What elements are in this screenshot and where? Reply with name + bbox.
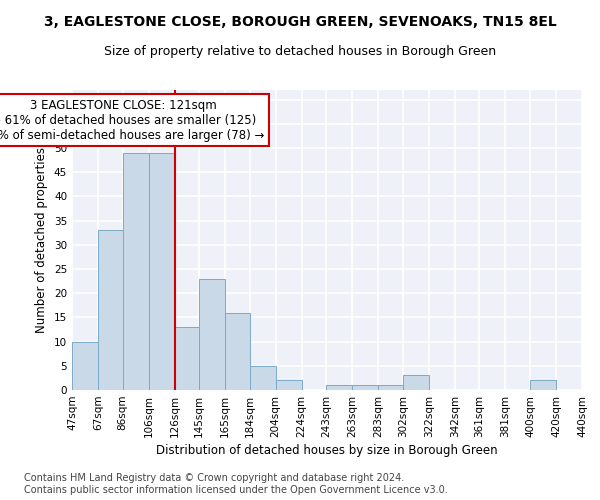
- Text: Contains HM Land Registry data © Crown copyright and database right 2024.
Contai: Contains HM Land Registry data © Crown c…: [24, 474, 448, 495]
- Text: 3, EAGLESTONE CLOSE, BOROUGH GREEN, SEVENOAKS, TN15 8EL: 3, EAGLESTONE CLOSE, BOROUGH GREEN, SEVE…: [44, 15, 556, 29]
- Bar: [149, 153, 175, 390]
- Bar: [530, 380, 556, 390]
- Bar: [326, 385, 352, 390]
- Bar: [250, 366, 276, 390]
- Bar: [403, 376, 429, 390]
- Bar: [175, 327, 199, 390]
- Bar: [276, 380, 302, 390]
- X-axis label: Distribution of detached houses by size in Borough Green: Distribution of detached houses by size …: [156, 444, 498, 457]
- Bar: [352, 385, 378, 390]
- Bar: [199, 278, 225, 390]
- Bar: [225, 312, 250, 390]
- Bar: [98, 230, 122, 390]
- Bar: [122, 153, 149, 390]
- Bar: [378, 385, 403, 390]
- Y-axis label: Number of detached properties: Number of detached properties: [35, 147, 49, 333]
- Text: Size of property relative to detached houses in Borough Green: Size of property relative to detached ho…: [104, 45, 496, 58]
- Bar: [72, 342, 98, 390]
- Text: 3 EAGLESTONE CLOSE: 121sqm
← 61% of detached houses are smaller (125)
38% of sem: 3 EAGLESTONE CLOSE: 121sqm ← 61% of deta…: [0, 98, 264, 142]
